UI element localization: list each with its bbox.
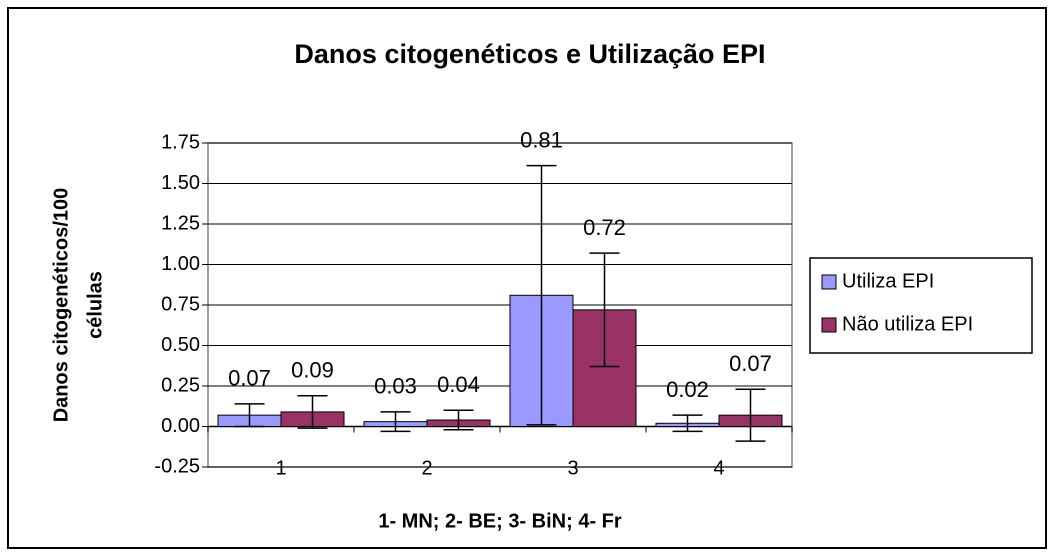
data-label: 0.07 (228, 366, 271, 391)
y-tick-label: 1.00 (161, 253, 200, 275)
error-bar (234, 403, 265, 428)
error-bar (526, 164, 557, 426)
data-label: 0.72 (583, 215, 626, 240)
legend-swatch (821, 274, 837, 290)
data-label: 0.02 (666, 377, 709, 402)
data-label: 0.03 (374, 374, 417, 399)
error-bar (589, 252, 620, 368)
data-label: 0.81 (520, 127, 563, 152)
x-tick-label: 1 (275, 457, 286, 479)
x-axis-title: 1- MN; 2- BE; 3- BiN; 4- Fr (378, 510, 622, 532)
y-tick-label: 0.75 (161, 293, 200, 315)
legend-label: Não utiliza EPI (842, 313, 973, 335)
error-bar (672, 414, 703, 433)
x-tick-label: 4 (713, 457, 724, 479)
y-tick-label: 1.25 (161, 212, 200, 234)
error-bar (443, 409, 474, 431)
data-label: 0.07 (729, 351, 772, 376)
error-bar (297, 394, 328, 429)
data-label: 0.04 (437, 372, 480, 397)
error-bar (380, 411, 411, 433)
x-tick-label: 3 (567, 457, 578, 479)
y-axis-title: Danos citogenéticos/100 (50, 188, 72, 423)
y-tick-label: -0.25 (154, 455, 200, 477)
legend-label: Utiliza EPI (842, 270, 934, 292)
error-bar (735, 388, 766, 442)
y-tick-label: 1.50 (161, 172, 200, 194)
y-tick-label: 1.75 (161, 131, 200, 153)
legend-swatch (821, 317, 837, 333)
chart-title: Danos citogenéticos e Utilização EPI (294, 39, 765, 69)
legend-box (809, 257, 1033, 354)
data-label: 0.09 (291, 358, 334, 383)
y-axis-title: células (84, 271, 106, 339)
y-tick-label: 0.50 (161, 334, 200, 356)
y-tick-label: 0.00 (161, 415, 200, 437)
y-tick-label: 0.25 (161, 374, 200, 396)
x-tick-label: 2 (421, 457, 432, 479)
